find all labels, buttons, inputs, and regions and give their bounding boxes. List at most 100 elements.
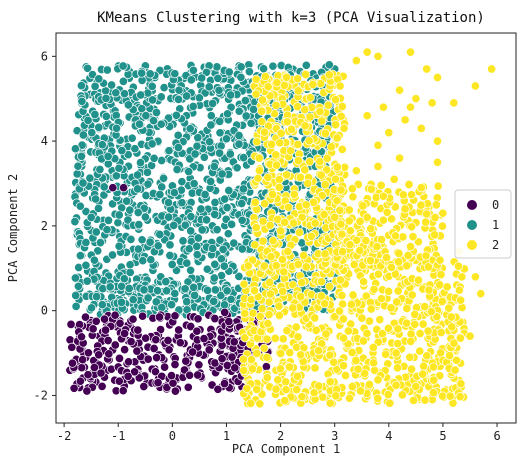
point-cluster-2 [289,189,299,199]
point-cluster-1 [222,109,233,119]
point-cluster-1 [212,225,222,235]
point-cluster-1 [173,94,184,104]
point-cluster-2 [296,292,306,302]
point-cluster-2 [274,182,284,192]
point-cluster-1 [128,295,138,305]
point-cluster-2 [293,86,303,96]
point-cluster-0 [103,335,113,346]
point-cluster-1 [202,264,212,274]
point-cluster-2 [264,297,274,307]
point-cluster-1 [95,164,105,175]
point-cluster-2 [372,242,382,252]
point-cluster-0 [166,371,177,381]
point-cluster-2 [262,373,272,383]
point-cluster-1 [125,260,135,270]
point-cluster-2 [246,355,256,365]
point-cluster-1 [232,163,242,173]
point-cluster-2 [360,368,370,378]
point-cluster-2 [361,236,371,246]
point-cluster-2 [252,348,262,358]
point-cluster-1 [201,215,212,225]
point-cluster-2 [318,392,328,402]
point-cluster-2 [339,333,349,343]
point-cluster-2 [427,98,437,108]
point-cluster-2 [382,253,392,263]
point-cluster-1 [210,259,220,269]
point-cluster-2 [418,319,428,329]
point-cluster-1 [113,218,123,228]
point-cluster-2 [286,146,296,156]
point-cluster-1 [215,235,225,245]
point-cluster-1 [117,281,127,291]
point-cluster-1 [83,63,93,73]
point-cluster-2 [325,398,335,408]
point-cluster-1 [137,68,147,78]
point-cluster-2 [435,371,445,381]
point-cluster-0 [110,340,120,350]
point-cluster-2 [251,74,261,84]
point-cluster-1 [102,225,112,235]
point-cluster-0 [227,352,237,362]
point-cluster-1 [118,61,128,71]
point-cluster-1 [159,173,169,183]
point-cluster-2 [456,379,466,389]
point-cluster-2 [457,272,467,282]
point-cluster-2 [456,295,466,305]
point-cluster-1 [206,176,216,187]
point-cluster-1 [86,303,97,313]
point-cluster-2 [316,79,326,89]
point-cluster-1 [124,283,134,294]
point-cluster-2 [416,200,426,210]
point-cluster-2 [406,190,417,200]
point-cluster-2 [376,294,387,304]
point-cluster-1 [93,203,104,213]
point-cluster-1 [152,286,163,296]
point-cluster-1 [125,205,135,215]
point-cluster-2 [373,269,383,279]
point-cluster-2 [394,257,404,267]
point-cluster-0 [80,312,91,322]
point-cluster-2 [334,306,345,316]
point-cluster-2 [325,377,335,387]
point-cluster-2 [271,384,281,394]
point-cluster-1 [111,123,122,133]
point-cluster-2 [368,342,378,353]
point-cluster-2 [301,69,311,80]
point-cluster-1 [165,250,175,261]
point-cluster-1 [92,292,102,302]
point-cluster-2 [369,284,379,294]
point-cluster-2 [476,289,486,299]
point-cluster-0 [97,381,107,391]
point-cluster-2 [336,111,346,121]
legend-box [454,189,512,259]
point-cluster-2 [331,391,341,401]
point-cluster-2 [332,133,342,143]
point-cluster-2 [325,350,335,360]
point-cluster-1 [142,167,152,177]
point-cluster-2 [276,226,286,236]
point-cluster-1 [177,177,187,187]
point-cluster-2 [383,390,393,400]
point-cluster-0 [154,312,165,322]
point-cluster-2 [251,89,261,99]
point-cluster-1 [147,139,157,149]
point-cluster-1 [192,241,202,251]
point-cluster-2 [271,160,282,170]
point-cluster-0 [220,307,230,317]
point-cluster-1 [167,259,177,270]
point-cluster-2 [337,229,347,239]
point-cluster-2 [335,275,345,285]
point-cluster-2 [442,282,452,292]
point-cluster-2 [410,319,420,329]
point-cluster-0 [164,345,174,355]
x-axis-label: PCA Component 1 [232,442,340,456]
point-cluster-2 [436,348,446,358]
point-cluster-2 [347,347,357,358]
x-tick-label: 3 [331,429,338,443]
point-cluster-2 [344,205,354,215]
point-cluster-2 [436,327,446,338]
point-cluster-1 [126,234,136,244]
point-cluster-1 [164,212,174,222]
point-cluster-2 [301,200,311,210]
point-cluster-1 [184,244,194,254]
